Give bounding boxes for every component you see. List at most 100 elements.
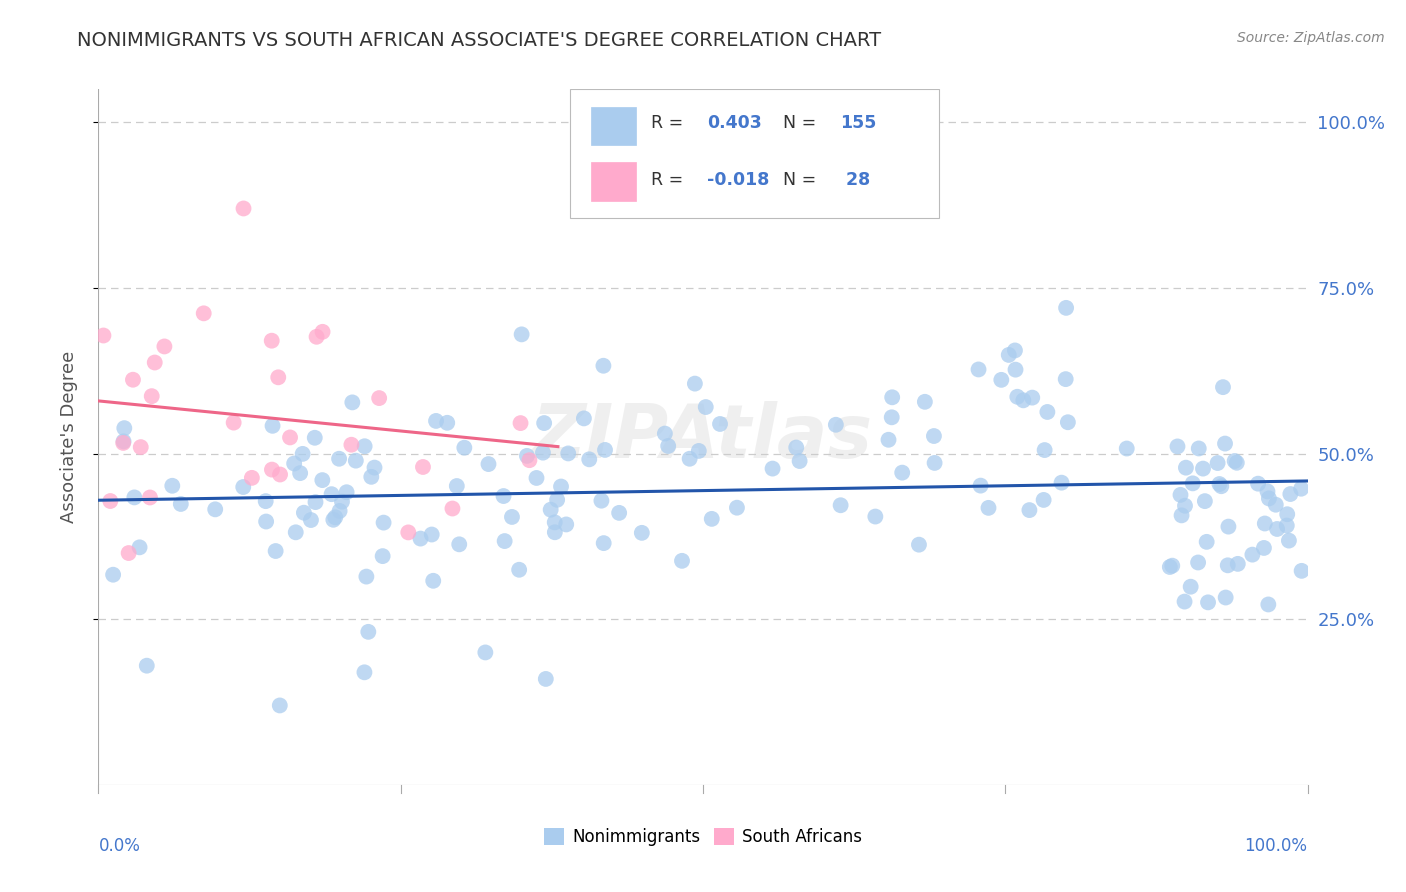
Text: 28: 28 (839, 170, 870, 188)
Point (1216, 558, 1239, 573)
Point (101, 567, 124, 582)
Point (509, 416, 531, 430)
Point (908, 538, 931, 552)
Point (396, 525, 419, 540)
Point (222, 416, 245, 430)
Text: ZIPAtlas: ZIPAtlas (533, 401, 873, 474)
Point (141, 389, 163, 403)
Point (477, 457, 499, 471)
Point (785, 441, 807, 455)
Point (412, 460, 434, 475)
FancyBboxPatch shape (591, 162, 637, 201)
Point (1194, 494, 1216, 508)
Point (1170, 488, 1192, 502)
Point (1180, 580, 1202, 594)
Point (425, 414, 447, 428)
Point (1226, 456, 1249, 470)
Point (1012, 393, 1035, 408)
Point (329, 504, 352, 518)
Point (1206, 456, 1229, 470)
Point (997, 348, 1019, 362)
Point (891, 466, 914, 480)
Point (283, 457, 305, 471)
Point (1170, 508, 1192, 523)
Point (269, 467, 291, 482)
Point (761, 461, 783, 475)
Point (254, 494, 277, 508)
Point (557, 446, 579, 460)
Point (533, 416, 555, 430)
Point (1033, 443, 1056, 458)
Point (531, 445, 554, 459)
Point (865, 509, 887, 524)
Point (363, 460, 385, 475)
Point (291, 447, 314, 461)
Point (494, 534, 516, 549)
Point (1181, 476, 1204, 491)
Point (321, 487, 343, 501)
Point (1007, 390, 1029, 404)
Point (1050, 475, 1073, 490)
Point (508, 563, 530, 577)
Point (1054, 301, 1077, 315)
Point (990, 373, 1012, 387)
Point (449, 537, 471, 551)
Point (368, 391, 391, 405)
Text: N =: N = (772, 170, 821, 188)
FancyBboxPatch shape (591, 106, 637, 145)
Point (1195, 534, 1218, 549)
Point (264, 544, 287, 558)
Point (824, 417, 846, 432)
Point (342, 395, 364, 409)
Point (162, 479, 184, 493)
Point (1187, 556, 1209, 570)
Point (1021, 391, 1043, 405)
Point (288, 466, 311, 480)
Point (1208, 477, 1230, 491)
Point (118, 546, 141, 560)
Point (1279, 487, 1302, 501)
Point (269, 698, 291, 713)
Point (422, 574, 444, 588)
Point (700, 512, 723, 526)
Point (967, 362, 990, 376)
Point (453, 441, 475, 455)
Point (170, 497, 193, 511)
Point (323, 510, 346, 524)
Point (292, 506, 315, 520)
Point (546, 492, 568, 507)
Point (607, 506, 630, 520)
Point (1254, 516, 1277, 531)
Point (654, 426, 676, 441)
Point (592, 536, 614, 550)
Point (446, 479, 468, 493)
Point (789, 454, 811, 468)
Point (340, 438, 363, 452)
Point (1223, 454, 1246, 468)
Point (436, 416, 458, 430)
Point (260, 334, 283, 348)
Point (1174, 460, 1197, 475)
Point (1213, 436, 1236, 450)
Point (139, 491, 162, 505)
Point (232, 202, 254, 216)
Point (578, 452, 600, 467)
Point (630, 525, 652, 540)
Point (591, 493, 613, 508)
Text: -0.018: -0.018 (707, 170, 769, 188)
Point (284, 525, 307, 540)
Point (1253, 541, 1275, 555)
Text: NONIMMIGRANTS VS SOUTH AFRICAN ASSOCIATE'S DEGREE CORRELATION CHART: NONIMMIGRANTS VS SOUTH AFRICAN ASSOCIATE… (77, 31, 882, 50)
Point (135, 658, 157, 673)
Point (678, 451, 700, 466)
Point (1247, 476, 1270, 491)
Point (322, 513, 344, 527)
Point (311, 325, 333, 339)
Point (128, 541, 150, 555)
Point (1174, 499, 1197, 513)
Point (1257, 598, 1279, 612)
Point (1166, 439, 1188, 453)
Point (540, 502, 562, 516)
Point (725, 500, 748, 515)
Point (1173, 594, 1195, 608)
